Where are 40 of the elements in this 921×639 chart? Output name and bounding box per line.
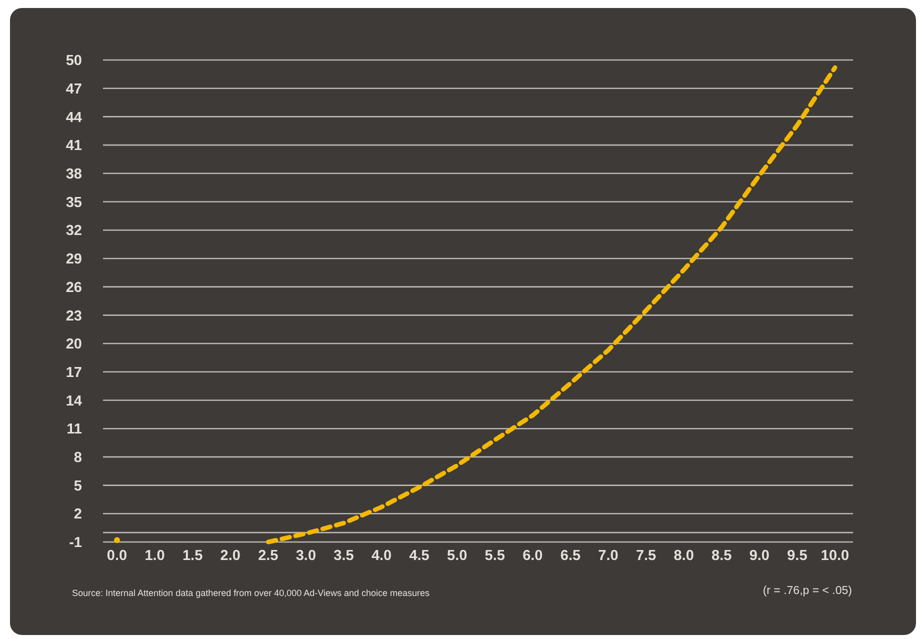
y-tick-label: 14: [66, 393, 82, 410]
x-tick-label: 4.5: [409, 548, 430, 564]
y-tick-label: -1: [69, 535, 82, 552]
x-tick-label: 8.5: [712, 548, 732, 564]
y-tick-label: 47: [66, 81, 82, 98]
x-tick-label: 10.0: [820, 548, 850, 564]
y-tick-label: 29: [66, 252, 82, 268]
x-tick-label: 5.5: [484, 548, 505, 564]
y-tick-label: 35: [66, 194, 82, 211]
y-tick-label: 50: [66, 53, 82, 70]
y-tick-label: 38: [66, 166, 82, 182]
y-tick-label: 44: [66, 110, 82, 126]
source-note: Source: Internal Attention data gathered from over 40,000 Ad-Views and choice measures: [72, 588, 430, 598]
x-tick-label: 1.5: [182, 548, 203, 564]
x-tick-label: 7.0: [598, 548, 618, 564]
x-tick-label: 3.5: [334, 548, 354, 564]
x-tick-label: 5.0: [447, 548, 468, 564]
y-tick-label: 2: [74, 506, 82, 523]
y-tick-label: 32: [66, 223, 82, 240]
x-tick-label: 4.0: [371, 548, 392, 564]
x-tick-label: 3.0: [296, 548, 316, 564]
x-tick-label: 0.0: [106, 548, 128, 564]
y-tick-label: 23: [66, 308, 82, 324]
x-tick-label: 8.0: [674, 548, 694, 564]
x-tick-label: 2.5: [258, 548, 278, 564]
y-tick-label: 41: [66, 138, 82, 154]
x-tick-label: 2.0: [220, 548, 240, 564]
x-tick-label: 6.0: [522, 548, 543, 564]
y-tick-label: 8: [74, 450, 82, 466]
text: (r = .76,p = < .05): [762, 585, 852, 597]
x-tick-label: 9.5: [787, 548, 808, 564]
x-tick-label: 9.0: [749, 548, 770, 564]
y-tick-label: 11: [66, 422, 82, 438]
y-tick-label: 26: [66, 280, 82, 296]
y-tick-label: 17: [66, 364, 82, 381]
x-tick-label: 7.5: [636, 548, 656, 564]
x-tick-label: 6.5: [560, 548, 581, 564]
x-tick-label: 1.0: [144, 548, 165, 564]
y-tick-label: 5: [74, 478, 82, 494]
y-tick-label: 20: [66, 336, 82, 353]
